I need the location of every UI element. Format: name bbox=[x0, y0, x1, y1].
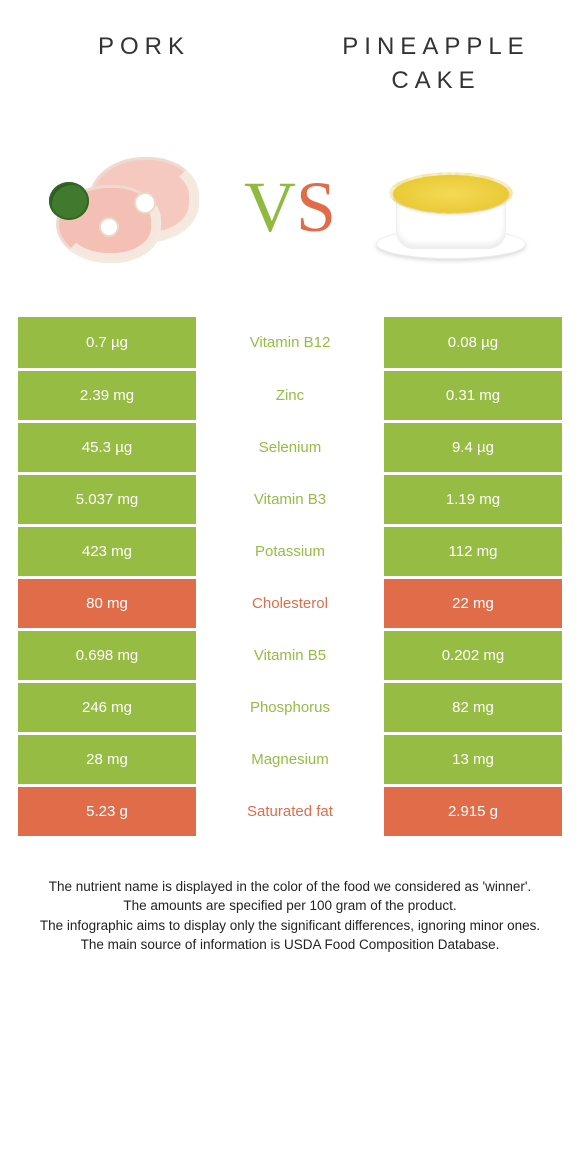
left-value: 0.698 mg bbox=[18, 629, 198, 681]
nutrient-name: Saturated fat bbox=[198, 785, 383, 837]
footnote-line: The infographic aims to display only the… bbox=[28, 916, 552, 936]
vs-label: VS bbox=[230, 166, 350, 249]
nutrient-name: Zinc bbox=[198, 369, 383, 421]
left-value: 80 mg bbox=[18, 577, 198, 629]
footnote-line: The main source of information is USDA F… bbox=[28, 935, 552, 955]
nutrient-name: Cholesterol bbox=[198, 577, 383, 629]
right-title-line-1: Pineapple bbox=[342, 30, 529, 64]
nutrient-name: Phosphorus bbox=[198, 681, 383, 733]
table-row: 80 mgCholesterol22 mg bbox=[18, 577, 562, 629]
right-image bbox=[350, 137, 552, 277]
footnotes: The nutrient name is displayed in the co… bbox=[18, 839, 562, 955]
nutrient-tbody: 0.7 µgVitamin B120.08 µg2.39 mgZinc0.31 … bbox=[18, 317, 562, 837]
vs-letter-v: V bbox=[244, 167, 296, 247]
table-row: 5.037 mgVitamin B31.19 mg bbox=[18, 473, 562, 525]
table-row: 45.3 µgSelenium9.4 µg bbox=[18, 421, 562, 473]
nutrient-name: Potassium bbox=[198, 525, 383, 577]
nutrient-name: Selenium bbox=[198, 421, 383, 473]
nutrient-name: Vitamin B3 bbox=[198, 473, 383, 525]
nutrient-table: 0.7 µgVitamin B120.08 µg2.39 mgZinc0.31 … bbox=[18, 317, 562, 839]
table-row: 423 mgPotassium112 mg bbox=[18, 525, 562, 577]
nutrient-name: Magnesium bbox=[198, 733, 383, 785]
right-value: 2.915 g bbox=[382, 785, 562, 837]
table-row: 2.39 mgZinc0.31 mg bbox=[18, 369, 562, 421]
left-image bbox=[28, 137, 230, 277]
pork-icon bbox=[44, 147, 214, 267]
right-value: 0.31 mg bbox=[382, 369, 562, 421]
vs-letter-s: S bbox=[296, 167, 336, 247]
right-value: 0.202 mg bbox=[382, 629, 562, 681]
left-value: 246 mg bbox=[18, 681, 198, 733]
right-value: 1.19 mg bbox=[382, 473, 562, 525]
footnote-line: The amounts are specified per 100 gram o… bbox=[28, 896, 552, 916]
pineapple-cake-icon bbox=[371, 147, 531, 267]
titles-row: Pork Pineapple cake bbox=[18, 20, 562, 127]
footnote-line: The nutrient name is displayed in the co… bbox=[28, 877, 552, 897]
left-value: 423 mg bbox=[18, 525, 198, 577]
right-title: Pineapple cake bbox=[310, 30, 562, 97]
left-value: 0.7 µg bbox=[18, 317, 198, 369]
table-row: 28 mgMagnesium13 mg bbox=[18, 733, 562, 785]
nutrient-name: Vitamin B12 bbox=[198, 317, 383, 369]
right-value: 0.08 µg bbox=[382, 317, 562, 369]
table-row: 0.7 µgVitamin B120.08 µg bbox=[18, 317, 562, 369]
left-value: 5.037 mg bbox=[18, 473, 198, 525]
table-row: 0.698 mgVitamin B50.202 mg bbox=[18, 629, 562, 681]
right-value: 13 mg bbox=[382, 733, 562, 785]
table-row: 5.23 gSaturated fat2.915 g bbox=[18, 785, 562, 837]
left-value: 28 mg bbox=[18, 733, 198, 785]
right-title-line-2: cake bbox=[391, 64, 480, 98]
left-value: 5.23 g bbox=[18, 785, 198, 837]
left-title-line-1: Pork bbox=[98, 30, 190, 64]
right-value: 9.4 µg bbox=[382, 421, 562, 473]
table-row: 246 mgPhosphorus82 mg bbox=[18, 681, 562, 733]
left-value: 45.3 µg bbox=[18, 421, 198, 473]
left-title: Pork bbox=[18, 30, 270, 64]
images-row: VS bbox=[18, 127, 562, 317]
left-value: 2.39 mg bbox=[18, 369, 198, 421]
nutrient-name: Vitamin B5 bbox=[198, 629, 383, 681]
right-value: 82 mg bbox=[382, 681, 562, 733]
right-value: 22 mg bbox=[382, 577, 562, 629]
right-value: 112 mg bbox=[382, 525, 562, 577]
